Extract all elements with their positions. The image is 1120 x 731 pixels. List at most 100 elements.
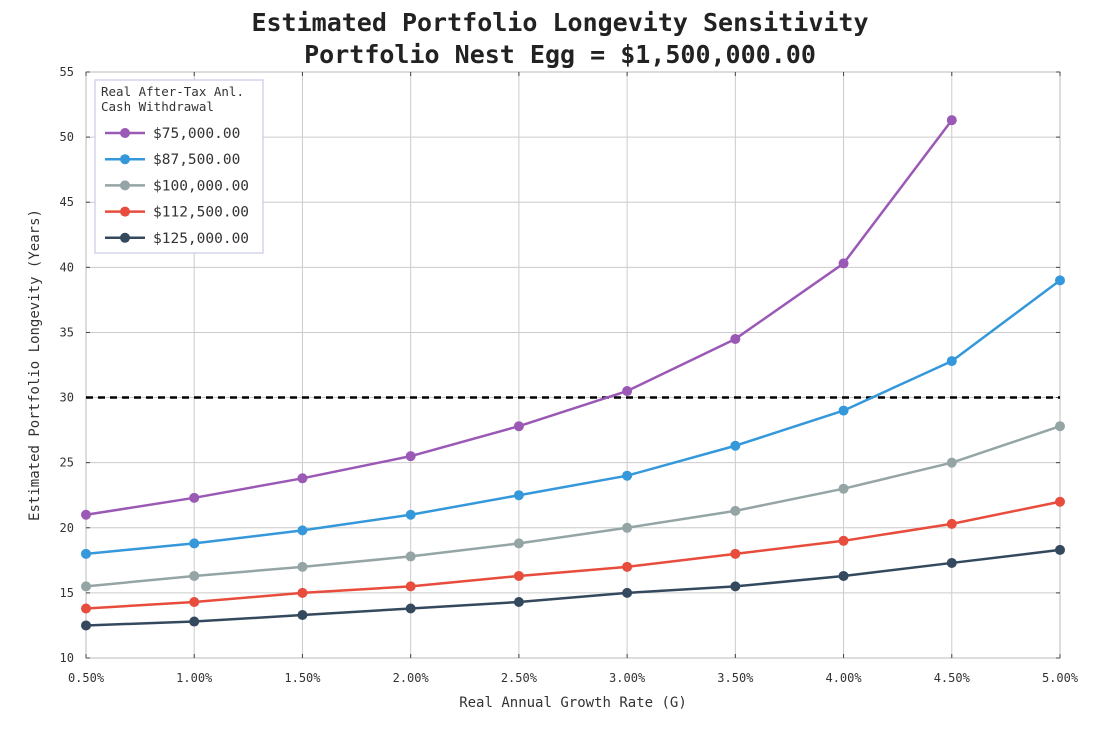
- x-tick-label: 4.00%: [825, 671, 862, 685]
- data-point: [946, 557, 957, 568]
- legend-label: $112,500.00: [153, 205, 249, 221]
- series-line: [85, 548, 1061, 627]
- legend-swatch-marker: [120, 180, 130, 191]
- x-tick-label: 0.50%: [68, 671, 105, 685]
- x-axis-label: Real Annual Growth Rate (G): [459, 695, 687, 711]
- data-point: [730, 581, 741, 592]
- x-tick-label: 5.00%: [1042, 671, 1079, 685]
- legend-box: [94, 79, 264, 254]
- legend-item: $100,000.00: [105, 178, 249, 194]
- legend-swatch-marker: [120, 232, 130, 243]
- series-5: [81, 544, 1065, 631]
- data-point: [838, 535, 849, 546]
- series-3: [81, 421, 1065, 592]
- data-point: [513, 421, 524, 432]
- data-point: [405, 509, 416, 520]
- legend-item: $125,000.00: [105, 231, 249, 247]
- series-2: [81, 275, 1065, 559]
- y-tick-label: 40: [60, 260, 74, 274]
- series-line: [85, 500, 1061, 610]
- data-point: [513, 490, 524, 501]
- data-point: [946, 115, 957, 126]
- x-tick-label: 3.00%: [609, 671, 646, 685]
- data-point: [838, 483, 849, 494]
- data-point: [81, 603, 91, 614]
- data-point: [513, 570, 524, 581]
- data-point: [838, 570, 849, 581]
- x-tick-label: 3.50%: [717, 671, 754, 685]
- data-point: [81, 509, 91, 520]
- data-point: [189, 597, 200, 608]
- data-point: [297, 561, 308, 572]
- data-point: [622, 386, 633, 397]
- legend-item: $87,500.00: [105, 152, 240, 168]
- x-tick-label: 2.00%: [393, 671, 430, 685]
- plot-frame: [85, 71, 1061, 659]
- data-point: [1055, 496, 1065, 507]
- legend-swatch-marker: [120, 206, 130, 217]
- data-point: [297, 473, 308, 484]
- y-tick-label: 50: [60, 130, 74, 144]
- legend-label: $100,000.00: [153, 178, 249, 194]
- data-point: [730, 548, 741, 559]
- data-point: [838, 258, 849, 269]
- data-point: [946, 518, 957, 529]
- x-tick-label: 4.50%: [934, 671, 971, 685]
- legend-item: $75,000.00: [105, 126, 240, 142]
- chart-title: Estimated Portfolio Longevity Sensitivit…: [251, 8, 869, 37]
- legend-item: $112,500.00: [105, 205, 249, 221]
- y-tick-label: 55: [60, 65, 74, 79]
- chart-subtitle: Portfolio Nest Egg = $1,500,000.00: [304, 40, 816, 69]
- data-point: [622, 587, 633, 598]
- data-point: [513, 597, 524, 608]
- y-tick-label: 25: [60, 456, 74, 470]
- y-axis-label: Estimated Portfolio Longevity (Years): [27, 209, 43, 521]
- y-tick-label: 10: [60, 651, 74, 665]
- data-point: [189, 570, 200, 581]
- x-tick-label: 1.00%: [176, 671, 213, 685]
- y-tick-label: 30: [60, 391, 74, 405]
- y-tick-label: 35: [60, 325, 74, 339]
- series-line: [85, 279, 1061, 556]
- data-point: [838, 405, 849, 416]
- series-line: [85, 425, 1061, 588]
- y-tick-label: 20: [60, 521, 74, 535]
- x-tick-label: 1.50%: [284, 671, 321, 685]
- data-point: [189, 538, 200, 549]
- data-point: [81, 620, 91, 631]
- series-4: [81, 496, 1065, 614]
- legend-label: $125,000.00: [153, 231, 249, 247]
- data-point: [405, 581, 416, 592]
- y-tick-label: 45: [60, 195, 74, 209]
- series-1: [81, 115, 957, 520]
- data-point: [81, 548, 91, 559]
- legend-title: Cash Withdrawal: [101, 99, 214, 114]
- data-point: [730, 505, 741, 516]
- legend-label: $75,000.00: [153, 126, 240, 142]
- data-point: [405, 451, 416, 462]
- data-point: [405, 551, 416, 562]
- legend-swatch-marker: [120, 128, 130, 138]
- data-point: [297, 587, 308, 598]
- data-point: [622, 522, 633, 533]
- legend-swatch-marker: [120, 154, 130, 165]
- data-point: [81, 581, 91, 592]
- data-point: [622, 470, 633, 481]
- data-point: [730, 333, 741, 344]
- data-point: [1055, 544, 1065, 555]
- data-point: [405, 603, 416, 614]
- data-point: [1055, 421, 1065, 432]
- data-point: [946, 356, 957, 367]
- data-point: [297, 525, 308, 536]
- data-point: [622, 561, 633, 572]
- legend-title: Real After-Tax Anl.: [101, 84, 244, 99]
- data-point: [189, 616, 200, 627]
- data-point: [513, 538, 524, 549]
- legend-label: $87,500.00: [153, 152, 240, 168]
- data-point: [1055, 275, 1065, 286]
- data-point: [946, 457, 957, 468]
- data-point: [730, 440, 741, 451]
- data-point: [297, 610, 308, 621]
- y-tick-label: 15: [60, 586, 74, 600]
